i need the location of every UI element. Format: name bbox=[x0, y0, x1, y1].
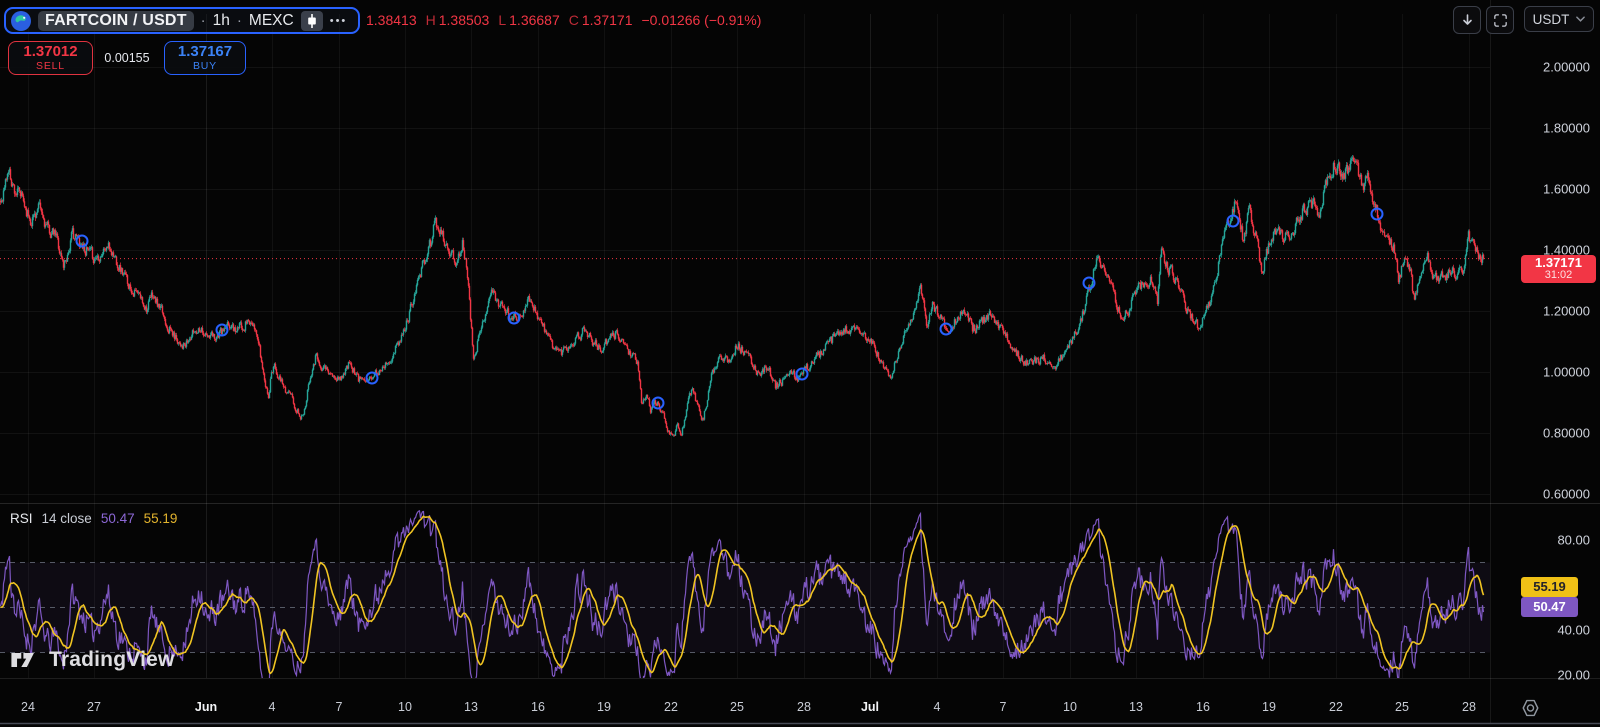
time-tick: 7 bbox=[335, 700, 343, 714]
fullscreen-icon bbox=[1492, 12, 1509, 29]
ohlc-open: 1.38413 bbox=[366, 12, 417, 28]
time-tick: 28 bbox=[1462, 700, 1476, 714]
settings-gear-button[interactable] bbox=[1517, 696, 1543, 720]
rsi-header[interactable]: RSI 14 close 50.47 55.19 bbox=[10, 511, 177, 526]
chevron-down-icon bbox=[1576, 16, 1586, 22]
event-marker bbox=[795, 367, 809, 381]
sell-label: SELL bbox=[36, 59, 65, 72]
ohlc-close-label: C bbox=[568, 12, 579, 28]
buy-button[interactable]: 1.37167 BUY bbox=[164, 41, 246, 75]
time-tick: Jun bbox=[194, 700, 218, 714]
time-tick: 28 bbox=[797, 700, 811, 714]
more-options-button[interactable]: ••• bbox=[329, 15, 348, 27]
rsi-settings: 14 close bbox=[41, 511, 92, 526]
price-tick: 1.40000 bbox=[1543, 242, 1590, 258]
buy-price: 1.37167 bbox=[177, 42, 233, 60]
candle-icon bbox=[306, 13, 318, 28]
fullscreen-button[interactable] bbox=[1486, 6, 1514, 34]
price-tick: 1.60000 bbox=[1543, 181, 1590, 197]
symbol-name: FARTCOIN / USDT bbox=[38, 10, 194, 31]
event-marker bbox=[651, 396, 665, 410]
time-tick: 25 bbox=[1395, 700, 1409, 714]
download-icon bbox=[1460, 13, 1475, 28]
spread-value: 0.00155 bbox=[104, 51, 150, 65]
time-tick: 25 bbox=[730, 700, 744, 714]
gear-icon bbox=[1520, 698, 1541, 718]
symbol-button[interactable]: FARTCOIN / USDT · 1h · MEXC ••• bbox=[4, 7, 360, 34]
price-tick: 1.00000 bbox=[1543, 364, 1590, 380]
ohlc-high-label: H bbox=[425, 12, 436, 28]
event-marker bbox=[507, 311, 521, 325]
current-price: 1.37171 bbox=[1535, 255, 1582, 271]
rsi-value-label: 50.47 bbox=[1521, 597, 1578, 617]
rsi-tick: 80.00 bbox=[1557, 532, 1590, 548]
time-tick: 16 bbox=[531, 700, 545, 714]
chart-style-button[interactable] bbox=[300, 10, 323, 31]
event-marker bbox=[215, 323, 229, 337]
price-tick: 2.00000 bbox=[1543, 59, 1590, 75]
time-tick: 22 bbox=[664, 700, 678, 714]
time-tick: 24 bbox=[21, 700, 35, 714]
buy-label: BUY bbox=[193, 59, 217, 72]
interval-label[interactable]: 1h bbox=[212, 11, 230, 29]
rsi-value: 50.47 bbox=[100, 511, 135, 526]
sell-button[interactable]: 1.37012 SELL bbox=[8, 41, 93, 75]
ohlc-change: −0.01266 (−0.91%) bbox=[641, 12, 762, 28]
ohlc-close: 1.37171 bbox=[581, 12, 633, 28]
time-tick: 16 bbox=[1196, 700, 1210, 714]
exchange-label: MEXC bbox=[248, 11, 294, 29]
rsi-tick: 40.00 bbox=[1557, 622, 1590, 638]
time-tick: 22 bbox=[1329, 700, 1343, 714]
price-axis[interactable]: 2.00000 1.80000 1.60000 1.40000 1.20000 1.000… bbox=[1490, 0, 1600, 723]
event-marker bbox=[365, 371, 379, 385]
time-tick: 4 bbox=[933, 700, 941, 714]
time-tick: 19 bbox=[597, 700, 611, 714]
time-tick: 19 bbox=[1262, 700, 1276, 714]
event-marker bbox=[75, 234, 89, 248]
event-marker bbox=[1226, 214, 1240, 228]
price-tick: 0.60000 bbox=[1543, 486, 1590, 502]
time-tick: 13 bbox=[464, 700, 478, 714]
symbol-logo-icon bbox=[11, 10, 31, 31]
time-tick: 13 bbox=[1129, 700, 1143, 714]
rsi-tick: 20.00 bbox=[1557, 667, 1590, 683]
separator-dot: · bbox=[200, 12, 206, 29]
time-tick: 27 bbox=[87, 700, 101, 714]
rsi-ma-value: 55.19 bbox=[143, 511, 178, 526]
time-tick: 4 bbox=[268, 700, 276, 714]
event-marker bbox=[1082, 276, 1096, 290]
watermark-text: TradingView bbox=[49, 648, 175, 671]
ohlc-row: 1.38413 H 1.38503 L 1.36687 C 1.37171 −0… bbox=[366, 12, 761, 28]
currency-dropdown[interactable]: USDT bbox=[1524, 6, 1594, 32]
ohlc-high: 1.38503 bbox=[438, 12, 490, 28]
price-tick: 0.80000 bbox=[1543, 425, 1590, 441]
ohlc-low: 1.36687 bbox=[509, 12, 560, 28]
sell-price: 1.37012 bbox=[23, 42, 78, 60]
time-tick: 10 bbox=[398, 700, 412, 714]
price-tick: 1.20000 bbox=[1543, 303, 1590, 319]
time-axis[interactable]: 24 27 Jun 4 7 10 13 16 19 22 25 28 Jul 4 7 10 13 16 19 22 25… bbox=[0, 700, 1490, 723]
time-tick: 7 bbox=[999, 700, 1007, 714]
download-button[interactable] bbox=[1453, 6, 1481, 34]
time-tick: 10 bbox=[1063, 700, 1077, 714]
countdown: 31:02 bbox=[1544, 269, 1573, 282]
event-marker bbox=[939, 322, 953, 336]
time-tick: Jul bbox=[860, 700, 880, 714]
price-tick: 1.80000 bbox=[1543, 120, 1590, 136]
tradingview-watermark: TradingView bbox=[10, 648, 175, 672]
rsi-title: RSI bbox=[10, 511, 33, 526]
event-marker bbox=[1370, 207, 1384, 221]
rsi-ma-label: 55.19 bbox=[1521, 577, 1578, 597]
current-price-label: 1.37171 31:02 bbox=[1521, 255, 1596, 283]
ohlc-low-label: L bbox=[498, 12, 507, 28]
separator-dot: · bbox=[236, 12, 242, 29]
tradingview-logo-icon bbox=[10, 648, 41, 672]
currency-label: USDT bbox=[1532, 11, 1570, 27]
